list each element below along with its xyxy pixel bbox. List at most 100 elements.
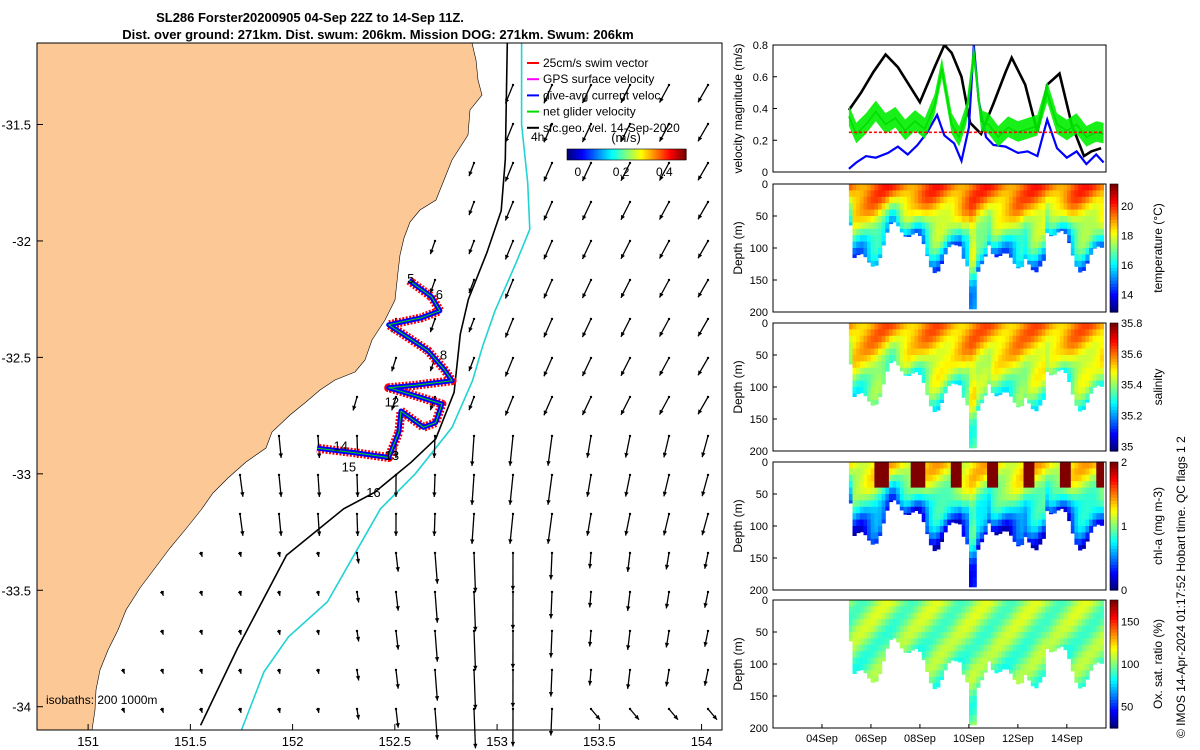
- section-cell: [950, 612, 955, 620]
- section-cell: [870, 462, 875, 469]
- section-cell: [863, 619, 868, 627]
- section-cell: [1049, 625, 1054, 633]
- section-cell: [943, 481, 948, 489]
- section-cell: [1016, 462, 1021, 469]
- section-cell: [1009, 374, 1014, 382]
- section-cell: [856, 513, 861, 521]
- section-cell: [961, 513, 966, 521]
- section-cell: [1049, 481, 1054, 489]
- section-cell: [1012, 462, 1017, 469]
- arrow-head: [355, 675, 361, 681]
- section-cell: [1016, 361, 1021, 369]
- colorbar-cell: [674, 149, 677, 160]
- section-cell: [961, 638, 966, 646]
- section-cell: [983, 506, 988, 514]
- section-cell: [852, 670, 857, 674]
- section-cell: [961, 644, 966, 652]
- arrow-head: [543, 176, 548, 182]
- arrow-head: [505, 410, 510, 416]
- section-cell: [1063, 638, 1068, 646]
- section-cell: [950, 500, 955, 508]
- section-cell: [1019, 612, 1025, 620]
- section-cell: [979, 670, 985, 678]
- section-cell: [1045, 600, 1050, 607]
- section-cell: [1030, 184, 1035, 191]
- section-cell: [878, 657, 883, 665]
- section-cell: [969, 329, 974, 337]
- section-cell: [1063, 190, 1068, 198]
- section-cell: [998, 632, 1003, 639]
- section-cell: [1049, 222, 1054, 230]
- section-cell: [1059, 500, 1065, 508]
- section-cell: [954, 380, 959, 385]
- section-cell: [1023, 228, 1028, 236]
- colorbar-cell: [660, 149, 663, 160]
- section-cell: [1009, 619, 1014, 627]
- section-cell: [1019, 664, 1025, 671]
- current-arrow: [394, 590, 400, 611]
- section-colorbar-tick-label: 0: [1121, 585, 1127, 597]
- section-cell: [947, 184, 952, 191]
- section-cell: [979, 387, 985, 394]
- section-cell: [903, 342, 908, 350]
- current-arrow: [587, 668, 593, 686]
- section-cell: [943, 487, 948, 495]
- section-cell: [958, 600, 963, 607]
- section-cell: [1027, 468, 1032, 476]
- velocity-y-tick-label: 0.6: [753, 72, 768, 84]
- section-cell: [1092, 203, 1097, 211]
- section-cell: [899, 612, 904, 620]
- section-cell: [987, 342, 992, 350]
- section-cell: [1030, 248, 1035, 255]
- section-cell: [899, 632, 904, 639]
- section-cell: [1092, 216, 1097, 223]
- section-cell: [950, 184, 955, 191]
- section-colorbar-cell: [1110, 447, 1118, 452]
- section-cell: [939, 519, 944, 527]
- section-cell: [1056, 361, 1061, 369]
- arrow-head: [315, 591, 321, 596]
- arrow-head: [315, 552, 321, 557]
- arrow-head: [432, 531, 437, 536]
- section-cell: [1016, 190, 1021, 198]
- section-cell: [1030, 664, 1035, 671]
- section-cell: [1005, 657, 1010, 665]
- section-cell: [936, 676, 941, 684]
- section-cell: [1081, 619, 1086, 627]
- current-arrow: [237, 707, 242, 714]
- section-cell: [1012, 393, 1017, 401]
- section-cell: [1019, 380, 1025, 388]
- section-y-tick-label: 150: [750, 414, 768, 426]
- section-cells: [848, 600, 1105, 726]
- arrow-head: [624, 452, 629, 458]
- section-cell: [1063, 216, 1068, 223]
- section-cell: [1049, 619, 1054, 627]
- section-cell: [994, 393, 999, 397]
- current-arrow: [581, 356, 593, 377]
- colorbar-cell: [630, 149, 634, 160]
- section-colorbar-cell: [1110, 444, 1118, 449]
- section-cell: [1056, 190, 1061, 198]
- section-cell: [907, 190, 912, 198]
- current-arrow: [198, 707, 203, 714]
- section-cell: [965, 619, 970, 627]
- section-cell: [885, 323, 890, 330]
- section-cell: [1085, 519, 1090, 527]
- section-cell: [881, 487, 886, 495]
- current-arrow: [237, 629, 242, 636]
- section-cell: [867, 380, 872, 388]
- section-cell: [950, 651, 955, 659]
- section-cell: [987, 203, 992, 211]
- section-cell: [979, 632, 985, 639]
- section-cell: [1030, 374, 1035, 382]
- arrow-head: [395, 644, 400, 650]
- arrow-shaft: [473, 669, 477, 710]
- section-cell: [1030, 651, 1035, 659]
- section-colorbar-cell: [1110, 696, 1118, 700]
- section-cell: [1009, 606, 1014, 614]
- section-cell: [1081, 216, 1086, 223]
- section-cell: [1052, 506, 1057, 514]
- section-cell: [1070, 506, 1075, 514]
- section-cell: [954, 342, 959, 350]
